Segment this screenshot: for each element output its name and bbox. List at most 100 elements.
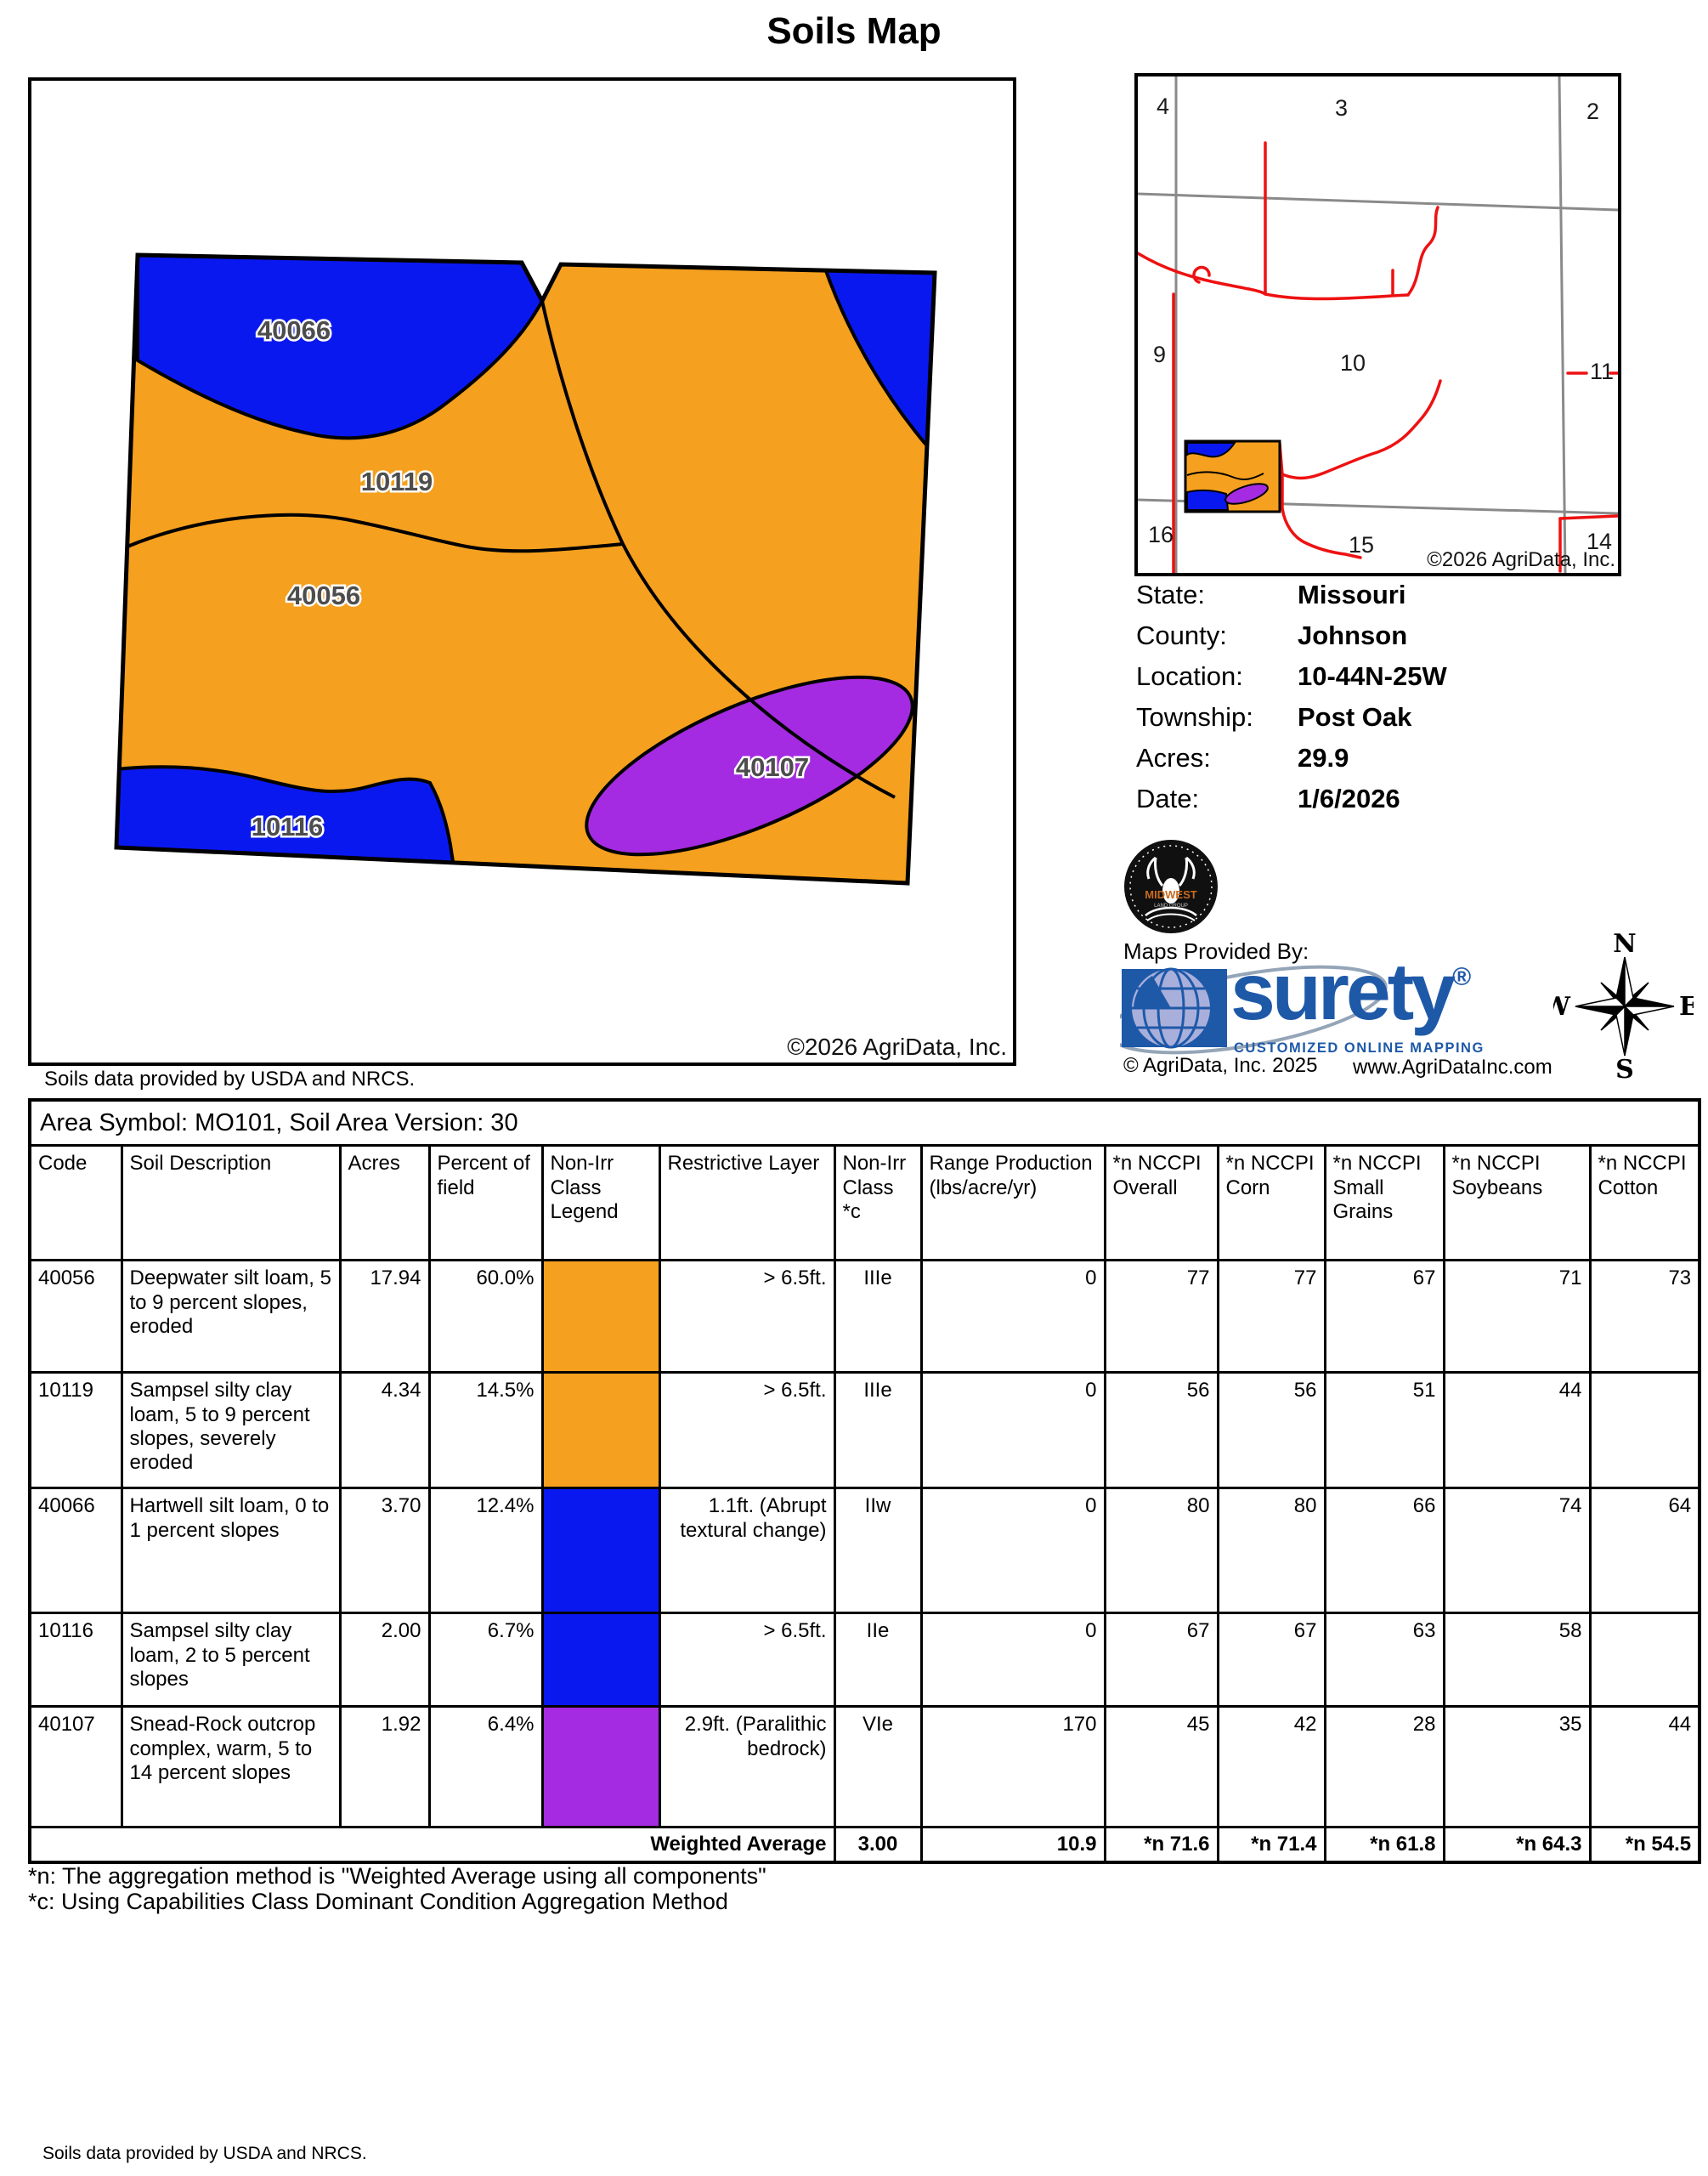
col-restrictive: Restrictive Layer bbox=[658, 1144, 836, 1262]
wa-corn: *n 71.4 bbox=[1216, 1826, 1326, 1864]
soil-region-10116[interactable] bbox=[116, 765, 456, 870]
cell-range: 0 bbox=[919, 1371, 1106, 1490]
footnote-n: *n: The aggregation method is "Weighted … bbox=[28, 1863, 766, 1889]
surety-website[interactable]: www.AgriDataInc.com bbox=[1353, 1056, 1552, 1079]
cell-class: VIe bbox=[833, 1705, 923, 1829]
soil-region-40107[interactable] bbox=[564, 641, 935, 891]
section-numbers: 4 3 2 9 10 11 16 15 14 bbox=[1148, 94, 1614, 558]
wa-soybeans: *n 64.3 bbox=[1442, 1826, 1592, 1864]
cell-soybeans: 35 bbox=[1442, 1705, 1592, 1829]
compass-e: E bbox=[1679, 992, 1694, 1022]
state-value: Missouri bbox=[1298, 580, 1406, 609]
table-row[interactable]: 10116 Sampsel silty clay loam, 2 to 5 pe… bbox=[28, 1612, 1701, 1708]
surety-logo: surety® bbox=[1230, 952, 1471, 1033]
inset-map[interactable]: 4 3 2 9 10 11 16 15 14 ©2026 AgriData, I… bbox=[1136, 76, 1620, 575]
cell-soybeans: 71 bbox=[1442, 1259, 1592, 1374]
table-header-row: Code Soil Description Acres Percent of f… bbox=[28, 1144, 1701, 1262]
cell-description: Sampsel silty clay loam, 2 to 5 percent … bbox=[120, 1612, 342, 1708]
cell-restrictive: 1.1ft. (Abrupt textural change) bbox=[658, 1487, 836, 1615]
col-nonirr-class: Non-Irr Class *c bbox=[833, 1144, 923, 1262]
acres-value: 29.9 bbox=[1298, 743, 1349, 773]
cell-code: 10119 bbox=[28, 1371, 123, 1490]
midwest-land-group-logo: MIDWEST LAND GROUP bbox=[1124, 840, 1218, 933]
cell-acres: 3.70 bbox=[338, 1487, 431, 1615]
township-label: Township: bbox=[1136, 702, 1253, 732]
cell-small-grains: 67 bbox=[1323, 1259, 1445, 1374]
soil-region-40066[interactable] bbox=[136, 255, 545, 440]
info-row-location: Location: 10-44N-25W bbox=[1136, 656, 1510, 697]
cell-percent: 6.7% bbox=[427, 1612, 544, 1708]
soils-table: Area Symbol: MO101, Soil Area Version: 3… bbox=[28, 1098, 1702, 1864]
soil-map-frame: 40066 10119 40056 40107 10116 ©2026 Agri… bbox=[28, 77, 1016, 1066]
weighted-average-label: Weighted Average bbox=[28, 1826, 836, 1864]
col-range-production: Range Production (lbs/acre/yr) bbox=[919, 1144, 1106, 1262]
inset-map-frame: 4 3 2 9 10 11 16 15 14 ©2026 AgriData, I… bbox=[1134, 73, 1621, 576]
col-acres: Acres bbox=[338, 1144, 431, 1262]
location-value: 10-44N-25W bbox=[1298, 661, 1447, 691]
cell-soybeans: 44 bbox=[1442, 1371, 1592, 1490]
cell-range: 170 bbox=[919, 1705, 1106, 1829]
col-nccpi-corn: *n NCCPI Corn bbox=[1216, 1144, 1326, 1262]
compass-s: S bbox=[1615, 1055, 1634, 1081]
wa-cotton: *n 54.5 bbox=[1588, 1826, 1701, 1864]
cell-class: IIw bbox=[833, 1487, 923, 1615]
cell-restrictive: > 6.5ft. bbox=[658, 1612, 836, 1708]
location-label: Location: bbox=[1136, 661, 1243, 691]
cell-cotton bbox=[1588, 1371, 1701, 1490]
township-value: Post Oak bbox=[1298, 702, 1412, 732]
cell-soybeans: 74 bbox=[1442, 1487, 1592, 1615]
date-label: Date: bbox=[1136, 784, 1200, 813]
section-3: 3 bbox=[1335, 95, 1348, 121]
table-row[interactable]: 40107 Snead-Rock outcrop complex, warm, … bbox=[28, 1705, 1701, 1829]
table-row[interactable]: 40066 Hartwell silt loam, 0 to 1 percent… bbox=[28, 1487, 1701, 1615]
info-row-state: State: Missouri bbox=[1136, 575, 1510, 615]
field-boundary-outline bbox=[114, 252, 937, 886]
cell-acres: 2.00 bbox=[338, 1612, 431, 1708]
wa-range: 10.9 bbox=[919, 1826, 1106, 1864]
section-10: 10 bbox=[1340, 350, 1366, 376]
cell-description: Deepwater silt loam, 5 to 9 percent slop… bbox=[120, 1259, 342, 1374]
map-label-10116: 10116 bbox=[252, 812, 324, 842]
cell-code: 40066 bbox=[28, 1487, 123, 1615]
acres-label: Acres: bbox=[1136, 743, 1211, 773]
surety-copyright: © AgriData, Inc. 2025 bbox=[1123, 1054, 1318, 1077]
cell-acres: 17.94 bbox=[338, 1259, 431, 1374]
table-row[interactable]: 40056 Deepwater silt loam, 5 to 9 percen… bbox=[28, 1259, 1701, 1374]
cell-acres: 4.34 bbox=[338, 1371, 431, 1490]
col-nccpi-small-grains: *n NCCPI Small Grains bbox=[1323, 1144, 1445, 1262]
cell-class: IIe bbox=[833, 1612, 923, 1708]
inset-field-minimap bbox=[1184, 439, 1281, 513]
registered-mark: ® bbox=[1452, 963, 1472, 991]
table-row[interactable]: 10119 Sampsel silty clay loam, 5 to 9 pe… bbox=[28, 1371, 1701, 1490]
maps-provided-by: Maps Provided By: bbox=[1123, 938, 1309, 964]
date-value: 1/6/2026 bbox=[1298, 784, 1400, 813]
compass-rose-icon: N E S W bbox=[1553, 929, 1694, 1081]
col-nccpi-overall: *n NCCPI Overall bbox=[1103, 1144, 1219, 1262]
wa-small-grains: *n 61.8 bbox=[1323, 1826, 1445, 1864]
cell-code: 40107 bbox=[28, 1705, 123, 1829]
cell-range: 0 bbox=[919, 1259, 1106, 1374]
cell-code: 10116 bbox=[28, 1612, 123, 1708]
legend-swatch bbox=[540, 1612, 661, 1708]
col-percent: Percent of field bbox=[427, 1144, 544, 1262]
section-11: 11 bbox=[1590, 359, 1614, 384]
soils-data-note: Soils data provided by USDA and NRCS. bbox=[44, 1068, 416, 1091]
area-symbol-text: Area Symbol: MO101, Soil Area Version: 3… bbox=[28, 1098, 1701, 1148]
county-value: Johnson bbox=[1298, 620, 1408, 650]
cell-corn: 56 bbox=[1216, 1371, 1326, 1490]
cell-restrictive: > 6.5ft. bbox=[658, 1259, 836, 1374]
cell-cotton: 73 bbox=[1588, 1259, 1701, 1374]
cell-description: Snead-Rock outcrop complex, warm, 5 to 1… bbox=[120, 1705, 342, 1829]
cell-cotton: 64 bbox=[1588, 1487, 1701, 1615]
cell-description: Sampsel silty clay loam, 5 to 9 percent … bbox=[120, 1371, 342, 1490]
cell-percent: 14.5% bbox=[427, 1371, 544, 1490]
soil-map[interactable]: 40066 10119 40056 40107 10116 ©2026 Agri… bbox=[31, 81, 1013, 1062]
section-2: 2 bbox=[1586, 99, 1599, 124]
surety-wordmark: surety bbox=[1230, 947, 1456, 1037]
compass-n: N bbox=[1613, 929, 1636, 959]
map-label-40107: 40107 bbox=[736, 752, 809, 782]
section-15: 15 bbox=[1349, 532, 1374, 558]
cell-restrictive: 2.9ft. (Paralithic bedrock) bbox=[658, 1705, 836, 1829]
map-label-40066: 40066 bbox=[257, 315, 331, 345]
cell-small-grains: 63 bbox=[1323, 1612, 1445, 1708]
